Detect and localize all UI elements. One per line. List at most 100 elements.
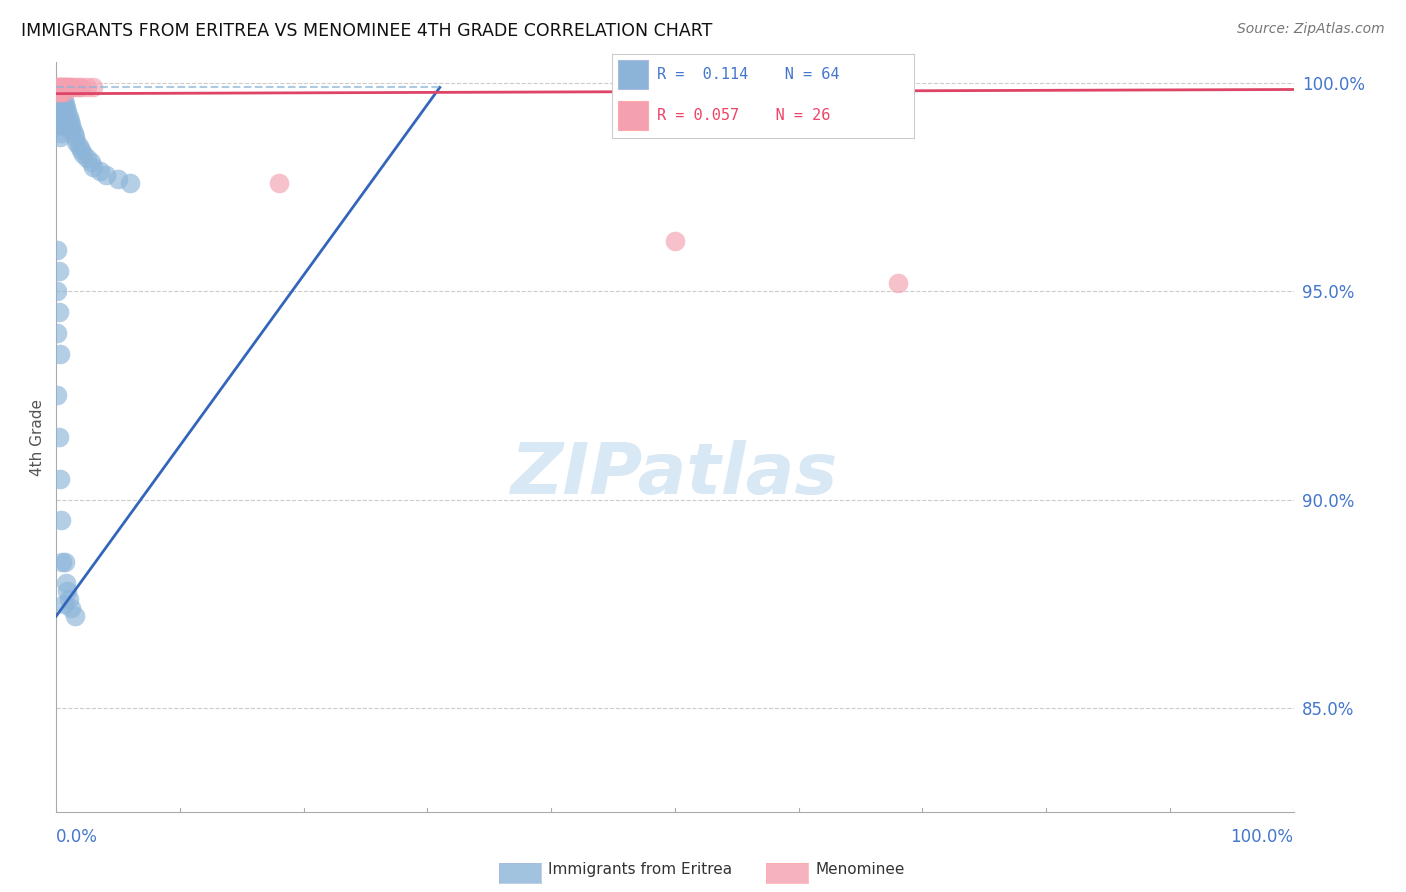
Point <box>55 80 77 95</box>
Text: Source: ZipAtlas.com: Source: ZipAtlas.com <box>1237 22 1385 37</box>
Point <box>67 138 90 153</box>
Point <box>52 93 75 107</box>
Point <box>46 97 69 112</box>
Text: 0.0%: 0.0% <box>56 829 98 847</box>
Point <box>56 584 79 599</box>
Point <box>48 305 70 319</box>
Point <box>53 555 76 569</box>
Point <box>46 326 69 340</box>
Point <box>53 80 76 95</box>
Point <box>51 85 73 99</box>
Point <box>94 168 117 182</box>
Text: R =  0.114    N = 64: R = 0.114 N = 64 <box>657 67 839 82</box>
Point <box>49 85 72 99</box>
Point <box>56 80 79 95</box>
FancyBboxPatch shape <box>617 61 648 89</box>
Point <box>67 80 90 95</box>
Point <box>886 276 908 290</box>
Point <box>120 176 142 190</box>
Point <box>51 80 73 95</box>
Point <box>46 105 69 120</box>
Point <box>82 80 104 95</box>
Point <box>53 110 76 124</box>
Point <box>58 80 80 95</box>
Text: Immigrants from Eritrea: Immigrants from Eritrea <box>548 863 733 877</box>
Point <box>51 85 73 99</box>
Point <box>46 388 69 402</box>
Point <box>65 135 87 149</box>
Point <box>46 243 69 257</box>
Point <box>89 163 111 178</box>
Point <box>46 85 69 99</box>
Point <box>53 97 76 112</box>
Point <box>48 263 70 277</box>
Point <box>72 147 94 161</box>
Point <box>267 176 290 190</box>
Point <box>51 88 73 103</box>
Point <box>48 80 70 95</box>
Point <box>48 118 70 132</box>
Text: ZIPatlas: ZIPatlas <box>512 440 838 509</box>
Point <box>60 122 83 136</box>
Point <box>63 80 86 95</box>
Point <box>49 347 72 361</box>
Point <box>49 472 72 486</box>
Point <box>48 85 70 99</box>
Point <box>51 101 73 115</box>
Point <box>664 235 686 249</box>
Point <box>60 600 83 615</box>
Point <box>49 105 72 120</box>
Point <box>58 122 80 136</box>
Point <box>55 575 77 590</box>
Point <box>48 430 70 444</box>
Point <box>60 118 83 132</box>
Point <box>51 80 73 95</box>
Point <box>49 85 72 99</box>
Point <box>70 143 93 157</box>
Point <box>51 113 73 128</box>
Point <box>58 592 80 607</box>
Point <box>56 105 79 120</box>
Point <box>51 555 73 569</box>
Point <box>60 80 83 95</box>
Point <box>55 113 77 128</box>
Point <box>52 85 75 99</box>
Point <box>52 597 75 611</box>
Point <box>80 155 103 169</box>
Text: 100.0%: 100.0% <box>1230 829 1294 847</box>
Point <box>63 609 86 624</box>
Point <box>59 113 82 128</box>
Point <box>49 118 72 132</box>
Text: Menominee: Menominee <box>815 863 905 877</box>
Point <box>51 513 73 527</box>
Point <box>48 85 70 99</box>
Point <box>55 101 77 115</box>
Point <box>58 110 80 124</box>
Point <box>76 80 98 95</box>
Point <box>46 85 69 99</box>
Point <box>48 93 70 107</box>
Point <box>49 130 72 145</box>
Point <box>63 130 86 145</box>
Point <box>52 118 75 132</box>
Point <box>76 151 98 165</box>
Point <box>46 80 69 95</box>
Point <box>56 118 79 132</box>
Text: IMMIGRANTS FROM ERITREA VS MENOMINEE 4TH GRADE CORRELATION CHART: IMMIGRANTS FROM ERITREA VS MENOMINEE 4TH… <box>21 22 713 40</box>
Point <box>52 105 75 120</box>
Point <box>62 126 84 140</box>
Point <box>107 172 129 186</box>
Point <box>60 80 83 95</box>
Point <box>82 160 104 174</box>
Point <box>49 93 72 107</box>
FancyBboxPatch shape <box>617 101 648 130</box>
Point <box>51 101 73 115</box>
Y-axis label: 4th Grade: 4th Grade <box>30 399 45 475</box>
Point <box>51 126 73 140</box>
Point <box>70 80 93 95</box>
Point <box>52 80 75 95</box>
Point <box>51 88 73 103</box>
Point <box>48 105 70 120</box>
Point <box>46 285 69 299</box>
Point <box>49 80 72 95</box>
